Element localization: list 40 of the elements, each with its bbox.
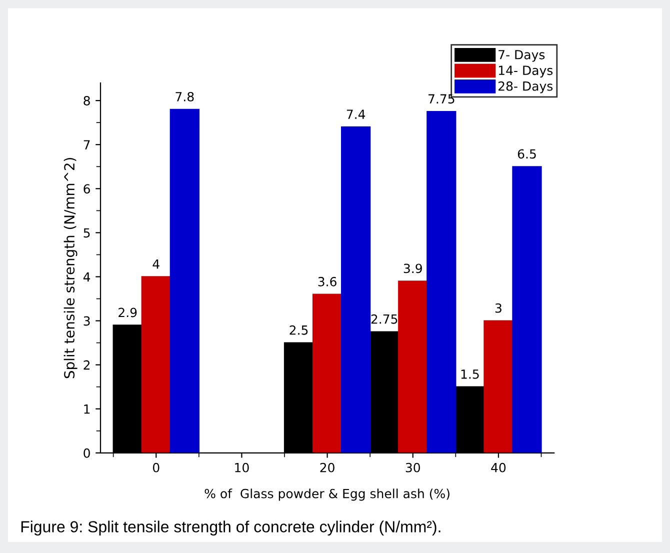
y-tick-label: 8: [84, 96, 90, 106]
y-tick-label: 4: [83, 272, 90, 282]
x-tick-label: 40: [491, 462, 506, 472]
data-label: 2.5: [290, 325, 308, 335]
y-tick-label: 1: [84, 404, 90, 414]
y-axis-title: Split tensile strength (N/mm^2): [64, 158, 78, 378]
legend-label: 28- Days: [498, 81, 553, 94]
y-tick-label: 5: [84, 228, 90, 238]
bar: [398, 280, 428, 453]
y-tick-label: 7: [84, 140, 90, 150]
y-tick-label: 2: [84, 360, 90, 370]
caption: Figure 9: Split tensile strength of concrete cylinder (N/mm²).: [21, 520, 440, 536]
data-label: 7.8: [176, 92, 194, 102]
bar: [341, 126, 371, 453]
data-label: 2.9: [118, 308, 137, 318]
data-label: 6.5: [518, 149, 536, 159]
y-tick-label: 0: [84, 448, 90, 458]
bar: [170, 108, 200, 453]
data-label: 7.4: [346, 110, 366, 119]
data-label: 7.75: [428, 94, 454, 104]
legend-label: 14- Days: [498, 66, 553, 78]
legend-label: 7- Days: [498, 50, 545, 62]
data-label: 3.6: [318, 276, 336, 286]
data-label: 1.5: [461, 370, 479, 379]
bar: [426, 111, 456, 453]
data-label: 2.75: [371, 314, 398, 324]
y-tick-label: 6: [84, 184, 90, 194]
x-tick-label: 0: [152, 462, 160, 472]
bar: [312, 294, 342, 453]
y-tick-label: 3: [84, 316, 90, 326]
data-label: 4: [152, 259, 160, 269]
x-tick-label: 10: [235, 462, 249, 472]
data-label: 3.9: [404, 264, 422, 274]
bar: [484, 320, 514, 453]
x-axis-title: % of Glass powder & Egg shell ash (%): [204, 488, 450, 501]
bar: [512, 166, 542, 453]
data-label: 3: [495, 303, 502, 313]
x-tick-label: 20: [320, 462, 334, 472]
bar: [141, 276, 171, 453]
x-tick-label: 30: [406, 462, 420, 472]
